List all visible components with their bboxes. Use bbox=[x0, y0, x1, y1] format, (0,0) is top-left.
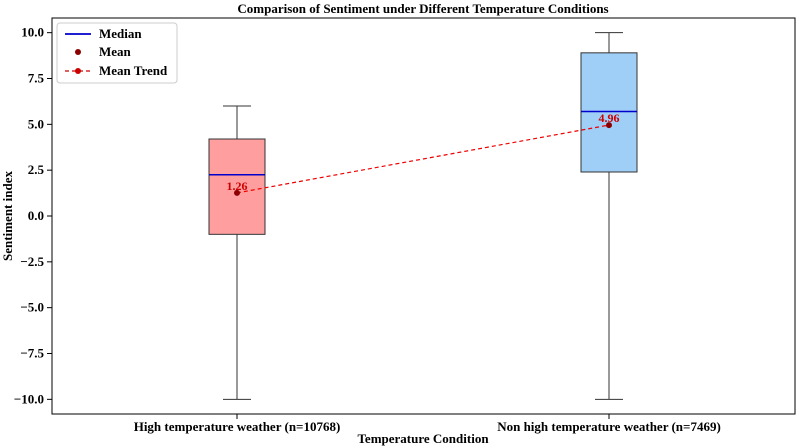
y-tick-label: −5.0 bbox=[20, 300, 44, 315]
legend-item: Mean bbox=[75, 44, 132, 59]
legend-item: Mean Trend bbox=[65, 63, 168, 78]
chart-title: Comparison of Sentiment under Different … bbox=[237, 1, 608, 16]
y-tick-label: 5.0 bbox=[28, 116, 44, 131]
box bbox=[580, 52, 638, 173]
y-tick-label: −7.5 bbox=[20, 346, 44, 361]
box bbox=[208, 138, 266, 235]
mean-value-label: 4.96 bbox=[599, 111, 620, 125]
x-tick-label: High temperature weather (n=10768) bbox=[134, 419, 341, 434]
legend-box bbox=[56, 22, 178, 84]
legend-label: Median bbox=[99, 26, 142, 41]
box-group bbox=[208, 105, 266, 400]
y-tick-label: 7.5 bbox=[28, 71, 45, 86]
plot-area: 10.0 7.5 5.0 2.5 0.0 −2.5 −5.0 −7.5 −10.0 1.26 4.9… bbox=[14, 25, 721, 434]
legend-item: Median bbox=[65, 26, 142, 41]
mean-trend-line bbox=[236, 124, 610, 194]
x-tick-label: Non high temperature weather (n=7469) bbox=[497, 419, 721, 434]
legend: Median Mean Mean Trend bbox=[56, 22, 178, 84]
legend-mean-swatch bbox=[75, 49, 81, 55]
y-tick-label: −2.5 bbox=[20, 254, 44, 269]
box-group bbox=[580, 32, 638, 400]
legend-trend-marker bbox=[75, 68, 81, 74]
y-tick-label: 2.5 bbox=[28, 162, 45, 177]
y-tick-label: −10.0 bbox=[14, 391, 44, 406]
y-tick-label: 10.0 bbox=[21, 25, 44, 40]
mean-marker bbox=[606, 122, 612, 129]
mean-value-label: 1.26 bbox=[227, 179, 248, 193]
x-axis-label: Temperature Condition bbox=[357, 431, 489, 446]
mean-marker bbox=[234, 189, 240, 196]
legend-label: Mean bbox=[99, 44, 132, 59]
legend-label: Mean Trend bbox=[99, 63, 168, 78]
plot-frame bbox=[51, 17, 796, 415]
y-axis-label: Sentiment index bbox=[0, 171, 15, 261]
y-tick-label: 0.0 bbox=[28, 208, 44, 223]
